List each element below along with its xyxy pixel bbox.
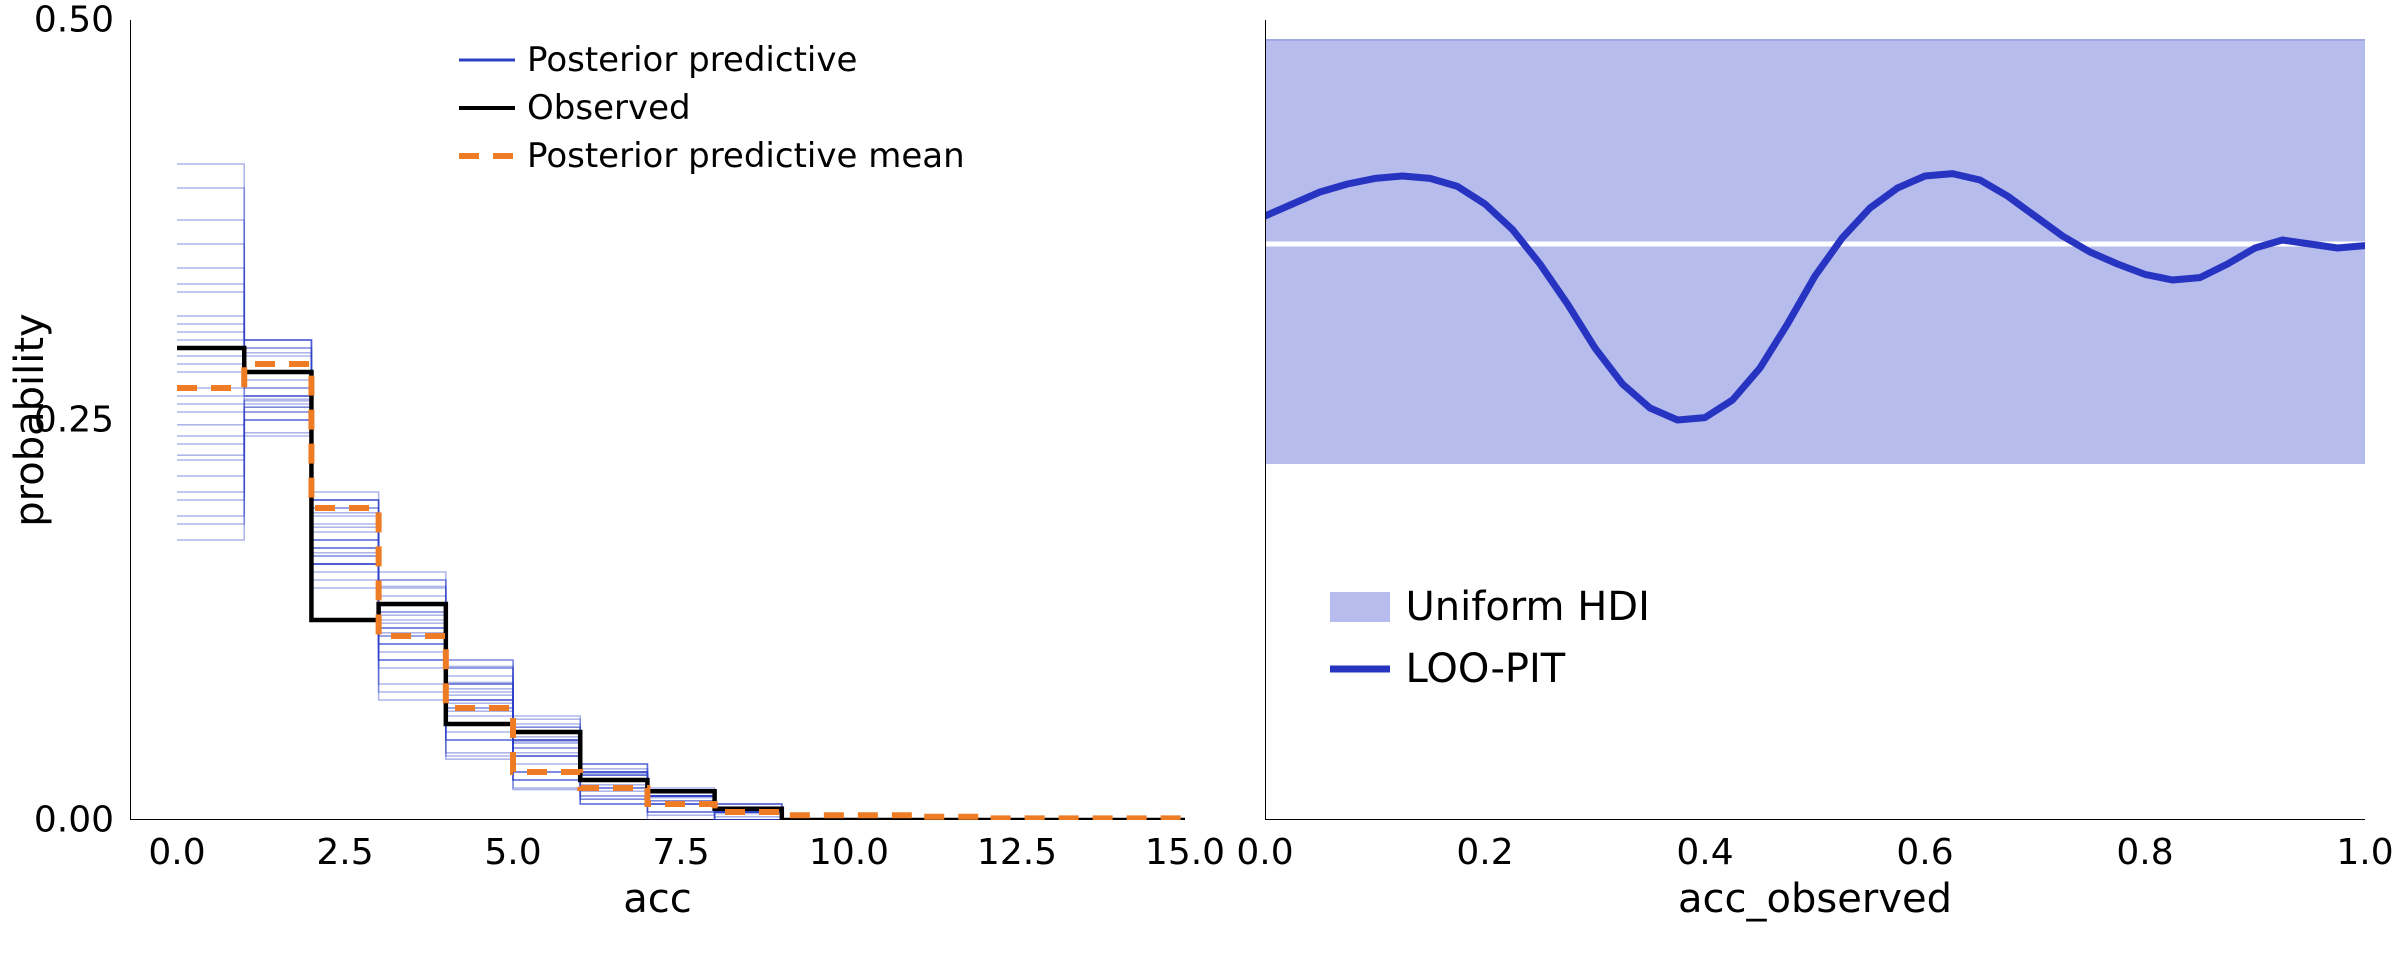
right-x-tick-label: 1.0 — [2336, 832, 2393, 873]
right-x-tick-label: 0.4 — [1676, 832, 1733, 873]
left-x-tick-label: 2.5 — [316, 832, 373, 873]
right-legend-entry: LOO-PIT — [1326, 638, 1566, 700]
right-panel — [1265, 20, 2365, 820]
left-y-tick-label: 0.50 — [34, 0, 114, 41]
left-legend-entry: Posterior predictive mean — [457, 132, 965, 180]
legend-swatch-icon — [1326, 576, 1406, 638]
left-y-tick-label: 0.25 — [34, 400, 114, 441]
right-x-tick-label: 0.0 — [1236, 832, 1293, 873]
legend-swatch-icon — [1326, 638, 1406, 700]
left-x-tick-label: 0.0 — [148, 832, 205, 873]
legend-label: Uniform HDI — [1406, 584, 1650, 630]
left-x-tick-label: 15.0 — [1145, 832, 1225, 873]
left-xlabel: acc — [623, 876, 692, 922]
figure: probability acc acc_observed 0.02.55.07.… — [0, 0, 2408, 957]
right-x-tick-label: 0.6 — [1896, 832, 1953, 873]
legend-swatch-icon — [457, 36, 527, 84]
left-x-tick-label: 10.0 — [809, 832, 889, 873]
left-x-tick-label: 7.5 — [652, 832, 709, 873]
legend-swatch-icon — [457, 132, 527, 180]
legend-label: Observed — [527, 88, 691, 128]
right-x-tick-label: 0.2 — [1456, 832, 1513, 873]
right-xlabel: acc_observed — [1678, 876, 1952, 922]
left-x-tick-label: 12.5 — [977, 832, 1057, 873]
left-legend-entry: Posterior predictive — [457, 36, 857, 84]
right-x-tick-label: 0.8 — [2116, 832, 2173, 873]
right-legend-entry: Uniform HDI — [1326, 576, 1650, 638]
right-chart-svg — [1265, 20, 2365, 820]
legend-label: Posterior predictive — [527, 40, 857, 80]
legend-label: Posterior predictive mean — [527, 136, 965, 176]
left-legend-entry: Observed — [457, 84, 691, 132]
left-x-tick-label: 5.0 — [484, 832, 541, 873]
legend-swatch-icon — [457, 84, 527, 132]
legend-label: LOO-PIT — [1406, 646, 1566, 692]
left-y-tick-label: 0.00 — [34, 800, 114, 841]
